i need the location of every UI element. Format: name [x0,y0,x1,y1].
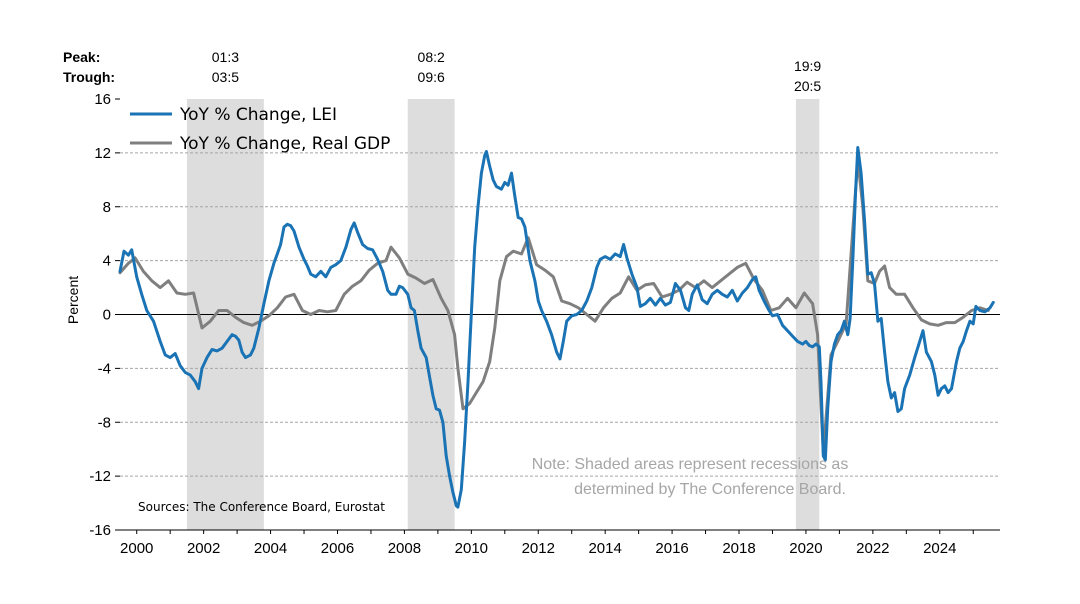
y-tick-label: -8 [98,414,111,431]
x-tick-label: 2004 [254,540,287,557]
recession-peak-label: 19:9 [794,58,821,74]
recession-trough-label: 20:5 [794,78,821,94]
x-tick-label: 2008 [388,540,421,557]
y-tick-label: 0 [103,307,111,324]
trough-header-label: Trough: [63,69,115,85]
recession-trough-label: 03:5 [212,69,239,85]
legend-label-gdp: YoY % Change, Real GDP [179,134,390,154]
x-tick-label: 2000 [120,540,153,557]
series-line-lei [118,146,995,509]
x-tick-label: 2002 [187,540,220,557]
legend-label-lei: YoY % Change, LEI [179,105,337,125]
y-tick-label: 12 [94,145,111,162]
note-line-1: Note: Shaded areas represent recessions … [532,456,849,473]
y-axis-label: Percent [65,276,81,324]
axes: 16 12 8 4 0 -4 -8 -12 -16 2000 2002 2004 2006 2008 201… [89,91,1000,557]
y-tick-label: 16 [94,91,111,108]
y-tick-label: -12 [89,468,111,485]
y-tick-label: 8 [103,199,111,216]
x-tick-label: 2024 [923,540,956,557]
recession-trough-label: 09:6 [418,69,445,85]
x-tick-label: 2022 [856,540,889,557]
x-tick-label: 2016 [655,540,688,557]
y-tick-label: -4 [98,360,111,377]
series-lines [118,146,995,509]
recession-peak-label: 01:3 [212,49,239,65]
x-tick-label: 2012 [522,540,555,557]
peak-header-label: Peak: [63,49,100,65]
x-tick-label: 2020 [789,540,822,557]
note-line-2: determined by The Conference Board. [574,481,846,498]
legend: YoY % Change, LEI YoY % Change, Real GDP [130,105,390,154]
x-tick-label: 2014 [588,540,621,557]
y-tick-label: -16 [89,522,111,539]
x-tick-label: 2006 [321,540,354,557]
sources-text: Sources: The Conference Board, Eurostat [138,500,385,514]
y-tick-label: 4 [103,253,111,270]
x-tick-label: 2018 [722,540,755,557]
grid-lines [120,152,1000,477]
x-tick-label: 2010 [455,540,488,557]
recession-labels: 01:3 03:5 08:2 09:6 19:9 20:5 [212,49,822,94]
recession-peak-label: 08:2 [418,49,445,65]
